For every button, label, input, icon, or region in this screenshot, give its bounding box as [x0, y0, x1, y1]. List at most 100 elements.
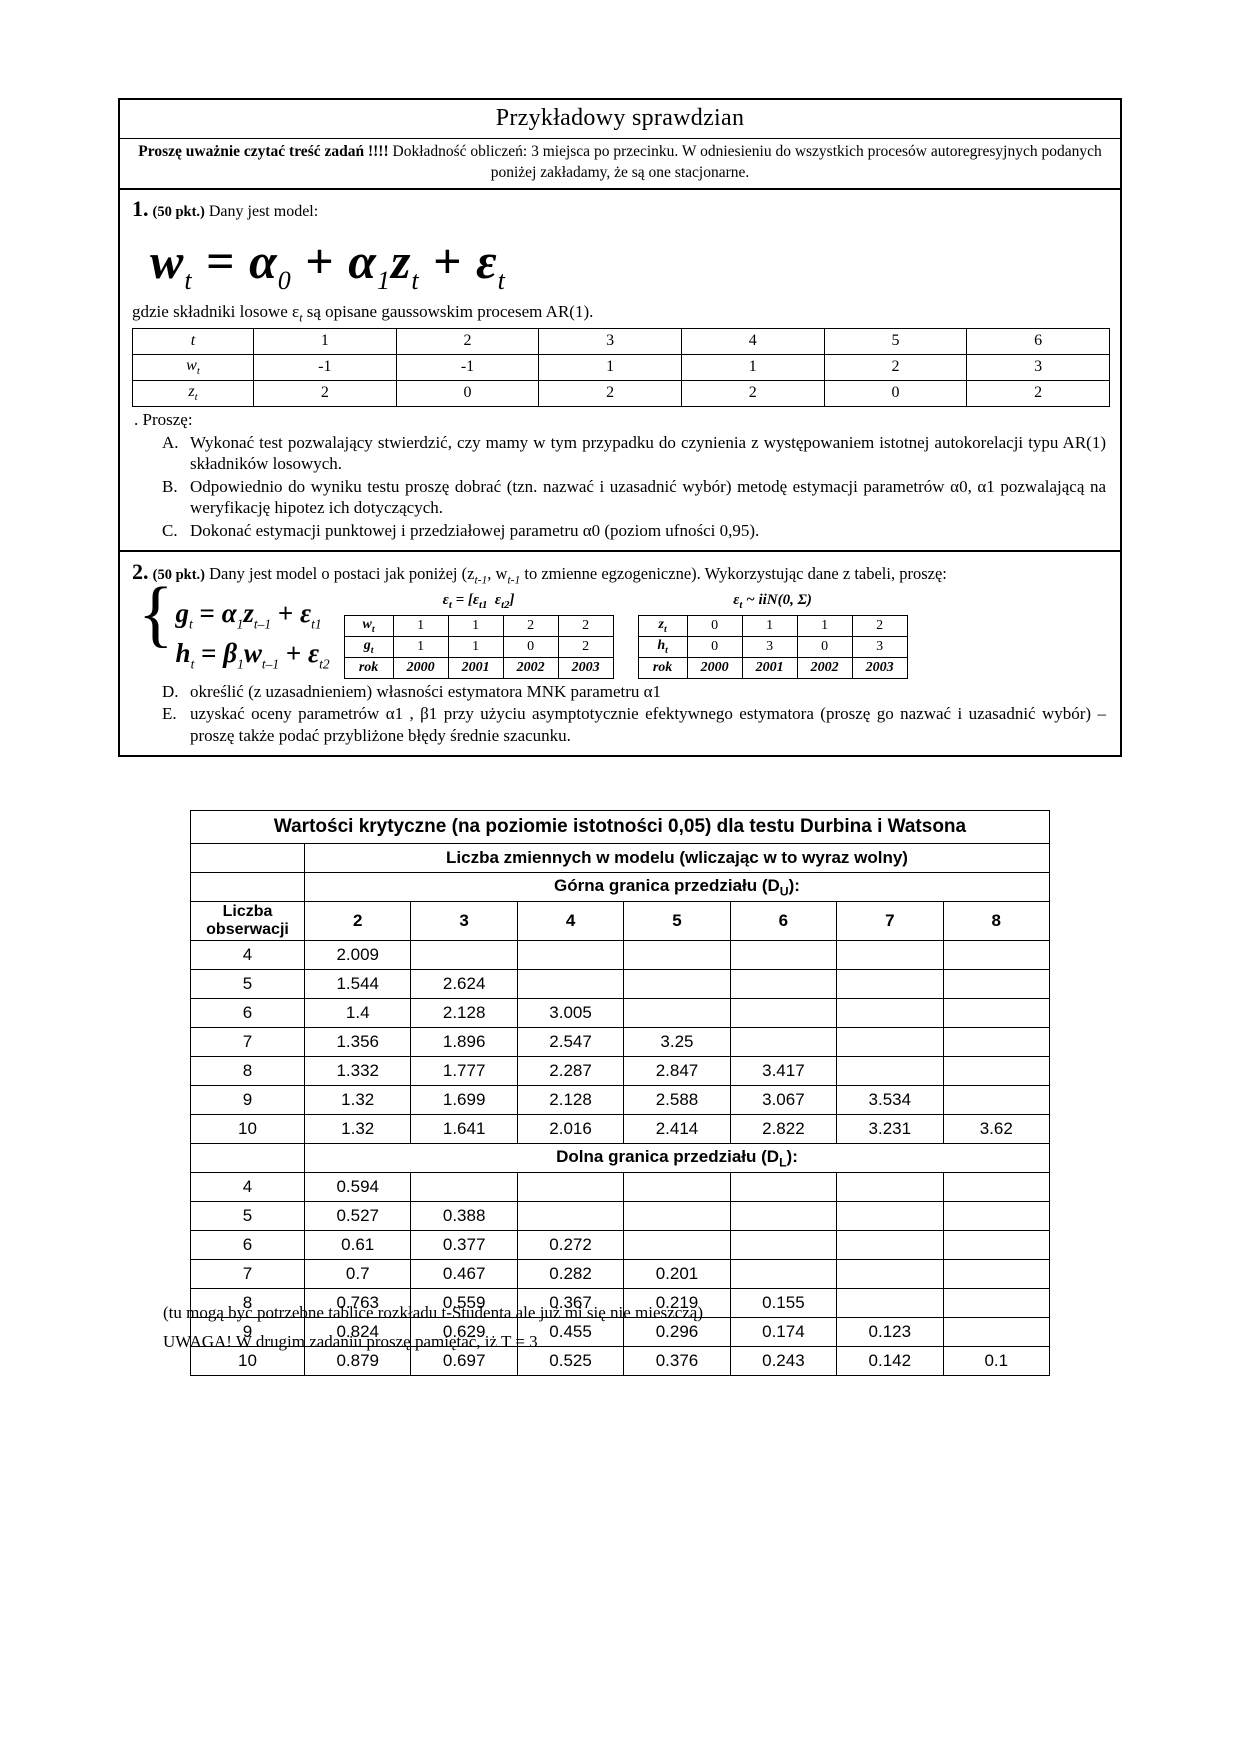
dw-corner-blank	[190, 843, 305, 873]
table-row: 10 1.32 1.641 2.016 2.414 2.822 3.231 3.62	[190, 1113, 1051, 1144]
cell: 3.534	[836, 1084, 944, 1115]
cell	[623, 997, 731, 1028]
cell: 2.009	[303, 939, 412, 970]
cell: 1.356	[303, 1026, 412, 1057]
table-row: rok 2000 2001 2002 2003	[637, 656, 908, 679]
table-row: Dolna granica przedziału (DL):	[190, 1142, 1050, 1173]
cell	[836, 1055, 944, 1086]
cell: 0.525	[516, 1345, 625, 1376]
cell	[516, 1171, 625, 1202]
item-text: Wykonać test pozwalający stwierdzić, czy…	[190, 432, 1106, 474]
cell	[942, 1229, 1051, 1260]
table-row: 5 0.527 0.388	[190, 1200, 1051, 1231]
cell: 3	[741, 635, 798, 658]
cell	[942, 1258, 1051, 1289]
task-2-number: 2.	[132, 558, 149, 584]
task-2-system-row: { gt = α1zt–1 + εt1 ht = β1wt–1 + εt2 εt…	[132, 577, 1110, 679]
table-row: zt 2 0 2 2 0 2	[132, 379, 1110, 407]
cell	[623, 1171, 731, 1202]
table-row: 7 1.356 1.896 2.547 3.25	[190, 1026, 1051, 1057]
table-row: 6 1.4 2.128 3.005	[190, 997, 1051, 1028]
table-row: 8 0.763 0.559 0.367 0.219 0.155	[190, 1287, 1051, 1318]
dw-row-n: 4	[190, 1171, 305, 1202]
table-row: 9 0.824 0.629 0.455 0.296 0.174 0.123	[190, 1316, 1051, 1347]
cell: 2002	[502, 656, 559, 679]
cell: 2001	[447, 656, 504, 679]
cell: 0.201	[623, 1258, 731, 1289]
row-label-w: wt	[132, 353, 254, 381]
task-1-data-table: t 1 2 3 4 5 6 wt -1 -1 1 1 2 3	[132, 327, 1110, 407]
cell	[729, 1026, 838, 1057]
cell: 2003	[557, 656, 614, 679]
cell: 2.414	[623, 1113, 731, 1144]
cell	[516, 1200, 625, 1231]
dw-corner-blank-3	[190, 1142, 305, 1173]
dw-band-upper: Górna granica przedziału (DU):	[304, 872, 1050, 902]
cell: 2	[502, 614, 559, 637]
cell: 3.417	[729, 1055, 838, 1086]
cell: 3.231	[836, 1113, 944, 1144]
cell	[836, 1171, 944, 1202]
task-2-items: D. określić (z uzasadnieniem) własności …	[132, 681, 1110, 747]
cell: 2	[538, 379, 682, 407]
cell: 2003	[851, 656, 908, 679]
cell	[623, 968, 731, 999]
cell: 2.128	[410, 997, 518, 1028]
cell	[836, 1258, 944, 1289]
cell: 2	[557, 635, 614, 658]
table-row: Liczba obserwacji 2 3 4 5 6 7 8	[190, 901, 1051, 941]
item-marker: E.	[162, 704, 177, 724]
cell	[942, 1055, 1051, 1086]
cell: 0.219	[623, 1287, 731, 1318]
cell: 2.624	[410, 968, 518, 999]
cell: 1	[253, 327, 397, 355]
cell: 0	[796, 635, 853, 658]
cell: 0.763	[303, 1287, 412, 1318]
dw-band-variables: Liczba zmiennych w modelu (wliczając w t…	[304, 843, 1050, 873]
dw-col-header: 8	[942, 901, 1051, 941]
notice-rest-text: Dokładność obliczeń: 3 miejsca po przeci…	[388, 143, 1102, 181]
dw-corner-label: Liczba obserwacji	[190, 901, 305, 941]
dw-band-lower: Dolna granica przedziału (DL):	[304, 1142, 1050, 1173]
cell	[836, 1200, 944, 1231]
footer-note-1: (tu mogą być potrzebne tablice rozkładu …	[163, 1303, 704, 1322]
cell: 2.016	[516, 1113, 625, 1144]
table-row: gt 1 1 0 2	[343, 635, 614, 658]
dw-col-header: 6	[729, 901, 838, 941]
table-row: 10 0.879 0.697 0.525 0.376 0.243 0.142 0.1	[190, 1345, 1051, 1376]
dw-row-n: 6	[190, 1229, 305, 1260]
cell: 2.287	[516, 1055, 625, 1086]
cell	[836, 939, 944, 970]
cell: 3	[851, 635, 908, 658]
cell: 2000	[686, 656, 743, 679]
cell: 0.243	[729, 1345, 838, 1376]
dw-col-header: 5	[623, 901, 731, 941]
table-row: t 1 2 3 4 5 6	[132, 327, 1110, 355]
row-label-z: zt	[637, 614, 688, 637]
cell	[410, 1171, 518, 1202]
cell: 2001	[741, 656, 798, 679]
item-marker: D.	[162, 681, 179, 701]
eps-vector-block: εt = [εt1 εt2] wt 1 1 2 2	[343, 592, 614, 679]
cell: 6	[966, 327, 1110, 355]
row-label-rok: rok	[343, 656, 394, 679]
table-row: 6 0.61 0.377 0.272	[190, 1229, 1051, 1260]
cell: 1	[680, 353, 825, 381]
cell	[942, 1200, 1051, 1231]
dw-row-n: 5	[190, 1200, 305, 1231]
cell: 3.005	[516, 997, 625, 1028]
cell	[623, 1200, 731, 1231]
task-2-lead-end: to zmienne egzogeniczne). Wykorzystując …	[520, 563, 947, 583]
dw-row-n: 7	[190, 1258, 305, 1289]
cell: 1	[447, 614, 504, 637]
table-row: 4 2.009	[190, 939, 1051, 970]
cell	[942, 1084, 1051, 1115]
cell: 3.067	[729, 1084, 838, 1115]
row-label-rok: rok	[637, 656, 688, 679]
task-1: 1. (50 pkt.) Dany jest model: wt = α0 + …	[120, 190, 1120, 549]
cell: 0.7	[303, 1258, 412, 1289]
dw-row-n: 10	[190, 1113, 305, 1144]
cell: 0.559	[410, 1287, 518, 1318]
table-row: Liczba zmiennych w modelu (wliczając w t…	[190, 843, 1050, 873]
cell: 0.388	[410, 1200, 518, 1231]
